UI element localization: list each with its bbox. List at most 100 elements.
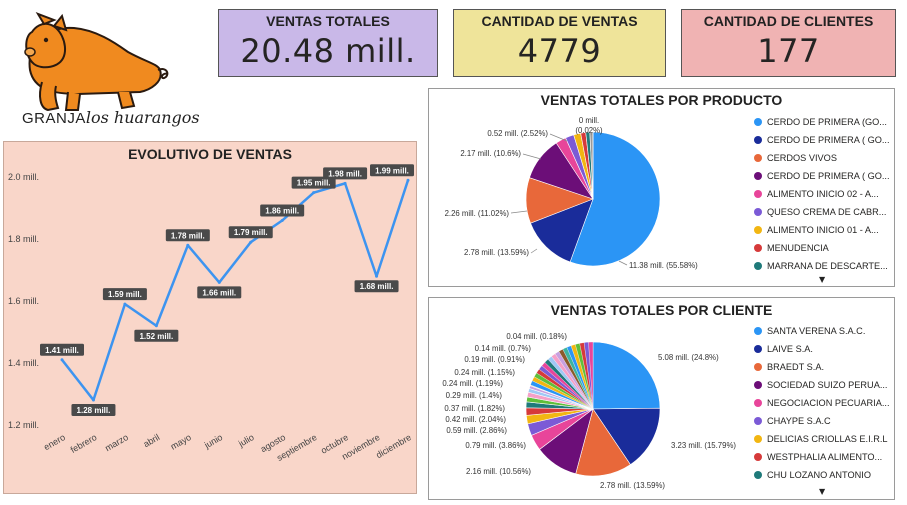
legend-dot-icon	[754, 172, 762, 180]
legend-item[interactable]: NEGOCIACION PECUARIA...	[754, 397, 890, 415]
legend-label: ALIMENTO INICIO 02 - A...	[767, 189, 879, 199]
chevron-down-icon[interactable]: ▼	[819, 487, 826, 496]
slice-label: 0.14 mill. (0.7%)	[475, 344, 532, 353]
legend-item[interactable]: QUESO CREMA DE CABR...	[754, 206, 890, 224]
chart-title: EVOLUTIVO DE VENTAS	[128, 146, 292, 162]
kpi-title: VENTAS TOTALES	[266, 13, 390, 29]
legend-producto: CERDO DE PRIMERA (GO... CERDO DE PRIMERA …	[754, 116, 890, 278]
legend-dot-icon	[754, 327, 762, 335]
pig-logo-icon	[24, 12, 169, 112]
data-label-text: 1.98 mill.	[328, 169, 362, 178]
x-tick-label: julio	[236, 432, 256, 449]
pie-slice	[530, 198, 594, 263]
legend-item[interactable]: CERDOS VIVOS	[754, 152, 890, 170]
slice-label: 0.42 mill. (2.04%)	[445, 415, 506, 424]
legend-label: QUESO CREMA DE CABR...	[767, 207, 887, 217]
slice-label: 2.26 mill. (11.02%)	[445, 209, 510, 218]
legend-label: CERDOS VIVOS	[767, 153, 837, 163]
legend-item[interactable]: WESTPHALIA ALIMENTO...	[754, 451, 890, 469]
data-label-text: 1.78 mill.	[171, 231, 205, 240]
line-point	[343, 181, 347, 185]
x-tick-label: diciembre	[374, 432, 413, 460]
legend-dot-icon	[754, 345, 762, 353]
x-tick-label: junio	[202, 432, 224, 451]
data-label-box	[354, 280, 399, 293]
legend-item[interactable]: BRAEDT S.A.	[754, 361, 890, 379]
legend-item[interactable]: CHU LOZANO ANTONIO	[754, 469, 890, 487]
legend-item[interactable]: LAIVE S.A.	[754, 343, 890, 361]
data-label: 1.95 mill.	[291, 176, 336, 189]
legend-dot-icon	[754, 136, 762, 144]
data-label-box	[40, 343, 84, 356]
legend-item[interactable]: MARRANA DE DESCARTE...	[754, 260, 890, 278]
legend-item[interactable]: CERDO DE PRIMERA (GO...	[754, 116, 890, 134]
legend-dot-icon	[754, 471, 762, 479]
slice-label: 0.79 mill. (3.86%)	[465, 441, 526, 450]
ventas-por-producto-panel[interactable]: VENTAS TOTALES POR PRODUCTO 11.38 mill. …	[428, 88, 895, 287]
slice-label: 0.24 mill. (1.19%)	[442, 379, 503, 388]
data-label: 1.68 mill.	[354, 280, 399, 293]
pie-chart-cliente[interactable]: 5.08 mill. (24.8%) 3.23 mill. (15.79%) 2.7…	[429, 298, 749, 499]
slice-label: 0.59 mill. (2.86%)	[446, 426, 507, 435]
legend-item[interactable]: CERDO DE PRIMERA ( GO...	[754, 170, 890, 188]
data-label: 1.98 mill.	[323, 167, 368, 180]
pie-slice	[592, 407, 661, 466]
data-label: 1.41 mill.	[40, 343, 84, 356]
x-tick-label: febrero	[69, 432, 99, 455]
legend-label: CHAYPE S.A.C	[767, 416, 831, 426]
legend-item[interactable]: CERDO DE PRIMERA ( GO...	[754, 134, 890, 152]
data-label-box	[71, 404, 116, 417]
line-chart-svg[interactable]: EVOLUTIVO DE VENTAS 1.2 mill. 1.4 mill. 1.6…	[4, 142, 416, 493]
legend-item[interactable]: ALIMENTO INICIO 01 - A...	[754, 224, 890, 242]
data-label-text: 1.99 mill.	[375, 166, 409, 175]
pie-chart-producto[interactable]: 11.38 mill. (55.58%) 2.78 mill. (13.59%) 2…	[429, 89, 749, 286]
data-label: 1.99 mill.	[370, 164, 414, 177]
legend-dot-icon	[754, 190, 762, 198]
legend-label: DELICIAS CRIOLLAS E.I.R.L	[767, 434, 888, 444]
legend-dot-icon	[754, 118, 762, 126]
data-label-text: 1.41 mill.	[45, 346, 79, 355]
data-label: 1.52 mill.	[134, 329, 179, 342]
leader-line	[590, 132, 593, 136]
legend-dot-icon	[754, 417, 762, 425]
legend-item[interactable]: DELICIAS CRIOLLAS E.I.R.L	[754, 433, 890, 451]
data-label-box	[323, 167, 368, 180]
x-tick-label: abril	[142, 432, 162, 449]
line-point	[123, 302, 127, 306]
legend-label: CERDO DE PRIMERA (GO...	[767, 117, 887, 127]
data-label: 1.79 mill.	[228, 226, 273, 239]
kpi-value: 4779	[517, 32, 602, 70]
legend-item[interactable]: ALIMENTO INICIO 02 - A...	[754, 188, 890, 206]
data-label-box	[228, 226, 273, 239]
kpi-cantidad-clientes[interactable]: CANTIDAD DE CLIENTES 177	[681, 9, 896, 77]
slice-label: 0.29 mill. (1.4%)	[446, 391, 503, 400]
ventas-por-cliente-panel[interactable]: VENTAS TOTALES POR CLIENTE 5.08 mill. (2…	[428, 297, 895, 500]
legend-item[interactable]: SOCIEDAD SUIZO PERUA...	[754, 379, 890, 397]
legend-label: ALIMENTO INICIO 01 - A...	[767, 225, 879, 235]
slice-label: 3.23 mill. (15.79%)	[671, 441, 736, 450]
sales-line	[61, 179, 410, 402]
evolutivo-ventas-chart[interactable]: EVOLUTIVO DE VENTAS 1.2 mill. 1.4 mill. 1.6…	[3, 141, 417, 494]
x-tick-label: marzo	[103, 432, 130, 453]
chevron-down-icon[interactable]: ▼	[819, 275, 826, 284]
data-label-box	[291, 176, 336, 189]
data-label-text: 1.52 mill.	[139, 332, 173, 341]
legend-dot-icon	[754, 381, 762, 389]
y-tick-label: 1.4 mill.	[8, 358, 39, 368]
legend-dot-icon	[754, 244, 762, 252]
line-point	[280, 219, 284, 223]
data-label: 1.86 mill.	[260, 204, 305, 217]
kpi-cantidad-ventas[interactable]: CANTIDAD DE VENTAS 4779	[453, 9, 666, 77]
line-point	[249, 240, 253, 244]
data-label-text: 1.79 mill.	[234, 228, 268, 237]
kpi-title: CANTIDAD DE CLIENTES	[703, 13, 874, 29]
legend-item[interactable]: SANTA VERENA S.A.C.	[754, 325, 890, 343]
kpi-ventas-totales[interactable]: VENTAS TOTALES 20.48 mill.	[218, 9, 438, 77]
data-label-text: 1.86 mill.	[265, 207, 299, 216]
kpi-title: CANTIDAD DE VENTAS	[481, 13, 638, 29]
legend-item[interactable]: MENUDENCIA	[754, 242, 890, 260]
slice-label: 11.38 mill. (55.58%)	[629, 261, 698, 270]
legend-dot-icon	[754, 262, 762, 270]
legend-item[interactable]: CHAYPE S.A.C	[754, 415, 890, 433]
legend-label: CHU LOZANO ANTONIO	[767, 470, 871, 480]
